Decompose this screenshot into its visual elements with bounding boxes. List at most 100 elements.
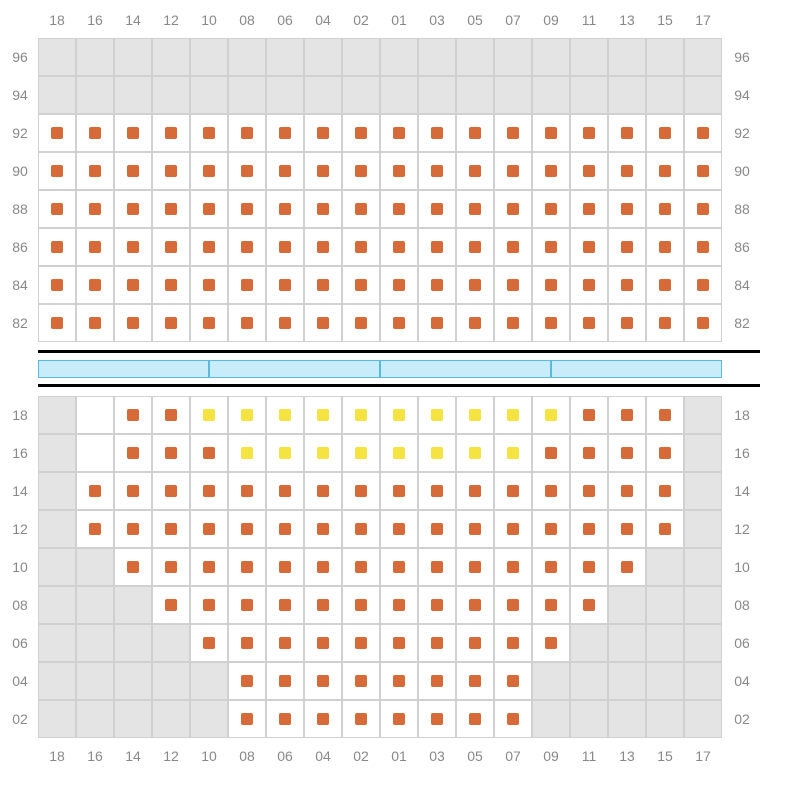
seat[interactable] [165,165,177,177]
seat[interactable] [621,447,633,459]
seat[interactable] [659,523,671,535]
seat[interactable] [621,523,633,535]
seat[interactable] [697,127,709,139]
seat[interactable] [279,713,291,725]
seat[interactable] [165,447,177,459]
seat[interactable] [583,127,595,139]
seat[interactable] [127,409,139,421]
seat[interactable] [621,485,633,497]
seat[interactable] [165,203,177,215]
seat[interactable] [279,127,291,139]
seat[interactable] [469,165,481,177]
seat[interactable] [431,485,443,497]
seat[interactable] [545,165,557,177]
seat[interactable] [621,409,633,421]
seat[interactable] [51,279,63,291]
seat[interactable] [317,317,329,329]
seat[interactable] [89,523,101,535]
seat[interactable] [51,165,63,177]
seat[interactable] [393,317,405,329]
seat[interactable] [165,241,177,253]
seat[interactable] [507,317,519,329]
seat[interactable] [469,561,481,573]
seat[interactable] [431,409,443,421]
seat[interactable] [583,279,595,291]
seat[interactable] [241,203,253,215]
seat[interactable] [545,203,557,215]
seat[interactable] [469,279,481,291]
seat[interactable] [241,279,253,291]
seat[interactable] [203,637,215,649]
seat[interactable] [279,561,291,573]
seat[interactable] [469,599,481,611]
seat[interactable] [393,637,405,649]
seat[interactable] [507,241,519,253]
seat[interactable] [469,317,481,329]
seat[interactable] [241,241,253,253]
seat[interactable] [697,165,709,177]
seat[interactable] [469,447,481,459]
seat[interactable] [355,599,367,611]
seat[interactable] [583,317,595,329]
seat[interactable] [545,637,557,649]
seat[interactable] [89,165,101,177]
seat[interactable] [507,127,519,139]
seat[interactable] [393,599,405,611]
seat[interactable] [393,447,405,459]
seat[interactable] [317,713,329,725]
seat[interactable] [317,523,329,535]
seat[interactable] [545,561,557,573]
seat[interactable] [659,279,671,291]
seat[interactable] [393,409,405,421]
seat[interactable] [89,317,101,329]
seat[interactable] [583,485,595,497]
seat[interactable] [469,127,481,139]
seat[interactable] [431,561,443,573]
seat[interactable] [355,127,367,139]
seat[interactable] [545,279,557,291]
seat[interactable] [241,317,253,329]
seat[interactable] [203,317,215,329]
seat[interactable] [355,447,367,459]
seat[interactable] [203,561,215,573]
seat[interactable] [659,241,671,253]
seat[interactable] [89,203,101,215]
seat[interactable] [431,127,443,139]
seat[interactable] [507,523,519,535]
seat[interactable] [165,127,177,139]
seat[interactable] [51,317,63,329]
seat[interactable] [583,165,595,177]
seat[interactable] [697,241,709,253]
seat[interactable] [317,637,329,649]
seat[interactable] [697,203,709,215]
seat[interactable] [583,523,595,535]
seat[interactable] [203,127,215,139]
seat[interactable] [393,675,405,687]
seat[interactable] [393,523,405,535]
seat[interactable] [279,485,291,497]
seat[interactable] [583,241,595,253]
seat[interactable] [583,561,595,573]
seat[interactable] [279,599,291,611]
seat[interactable] [241,713,253,725]
seat[interactable] [507,485,519,497]
seat[interactable] [241,675,253,687]
seat[interactable] [317,165,329,177]
seat[interactable] [507,637,519,649]
seat[interactable] [659,409,671,421]
seat[interactable] [127,241,139,253]
seat[interactable] [355,165,367,177]
seat[interactable] [621,561,633,573]
seat[interactable] [203,523,215,535]
seat[interactable] [317,599,329,611]
seat[interactable] [393,165,405,177]
seat[interactable] [469,485,481,497]
seat[interactable] [697,279,709,291]
seat[interactable] [583,599,595,611]
seat[interactable] [127,447,139,459]
seat[interactable] [279,675,291,687]
seat[interactable] [89,127,101,139]
seat[interactable] [621,241,633,253]
seat[interactable] [165,409,177,421]
seat[interactable] [545,599,557,611]
